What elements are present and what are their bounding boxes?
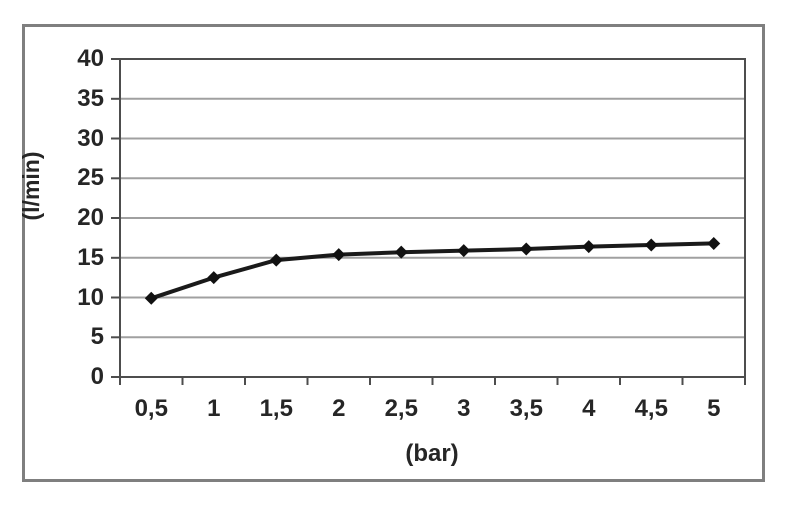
- y-tick-label: 15: [77, 243, 104, 271]
- x-axis-title: (bar): [405, 440, 459, 467]
- y-tick-label: 0: [90, 363, 104, 390]
- x-tick-label: 5: [707, 395, 721, 422]
- x-tick-label: 4: [582, 395, 596, 422]
- x-tick-label: 3: [457, 395, 471, 422]
- x-tick-label: 3,5: [509, 395, 543, 422]
- y-tick-label: 20: [77, 204, 104, 231]
- y-tick-label: 25: [77, 164, 104, 192]
- x-tick-label: 1,5: [259, 395, 293, 422]
- y-tick-label: 30: [77, 124, 104, 152]
- x-tick-label: 2: [332, 395, 346, 422]
- y-tick-label: 5: [90, 323, 104, 351]
- y-tick-label: 35: [77, 84, 104, 112]
- y-tick-label: 10: [77, 283, 104, 311]
- x-tick-label: 4,5: [634, 395, 668, 422]
- y-tick-label: 40: [77, 45, 104, 72]
- x-tick-label: 1: [207, 395, 221, 422]
- x-tick-label: 0,5: [134, 395, 168, 422]
- x-tick-label: 2,5: [384, 395, 418, 422]
